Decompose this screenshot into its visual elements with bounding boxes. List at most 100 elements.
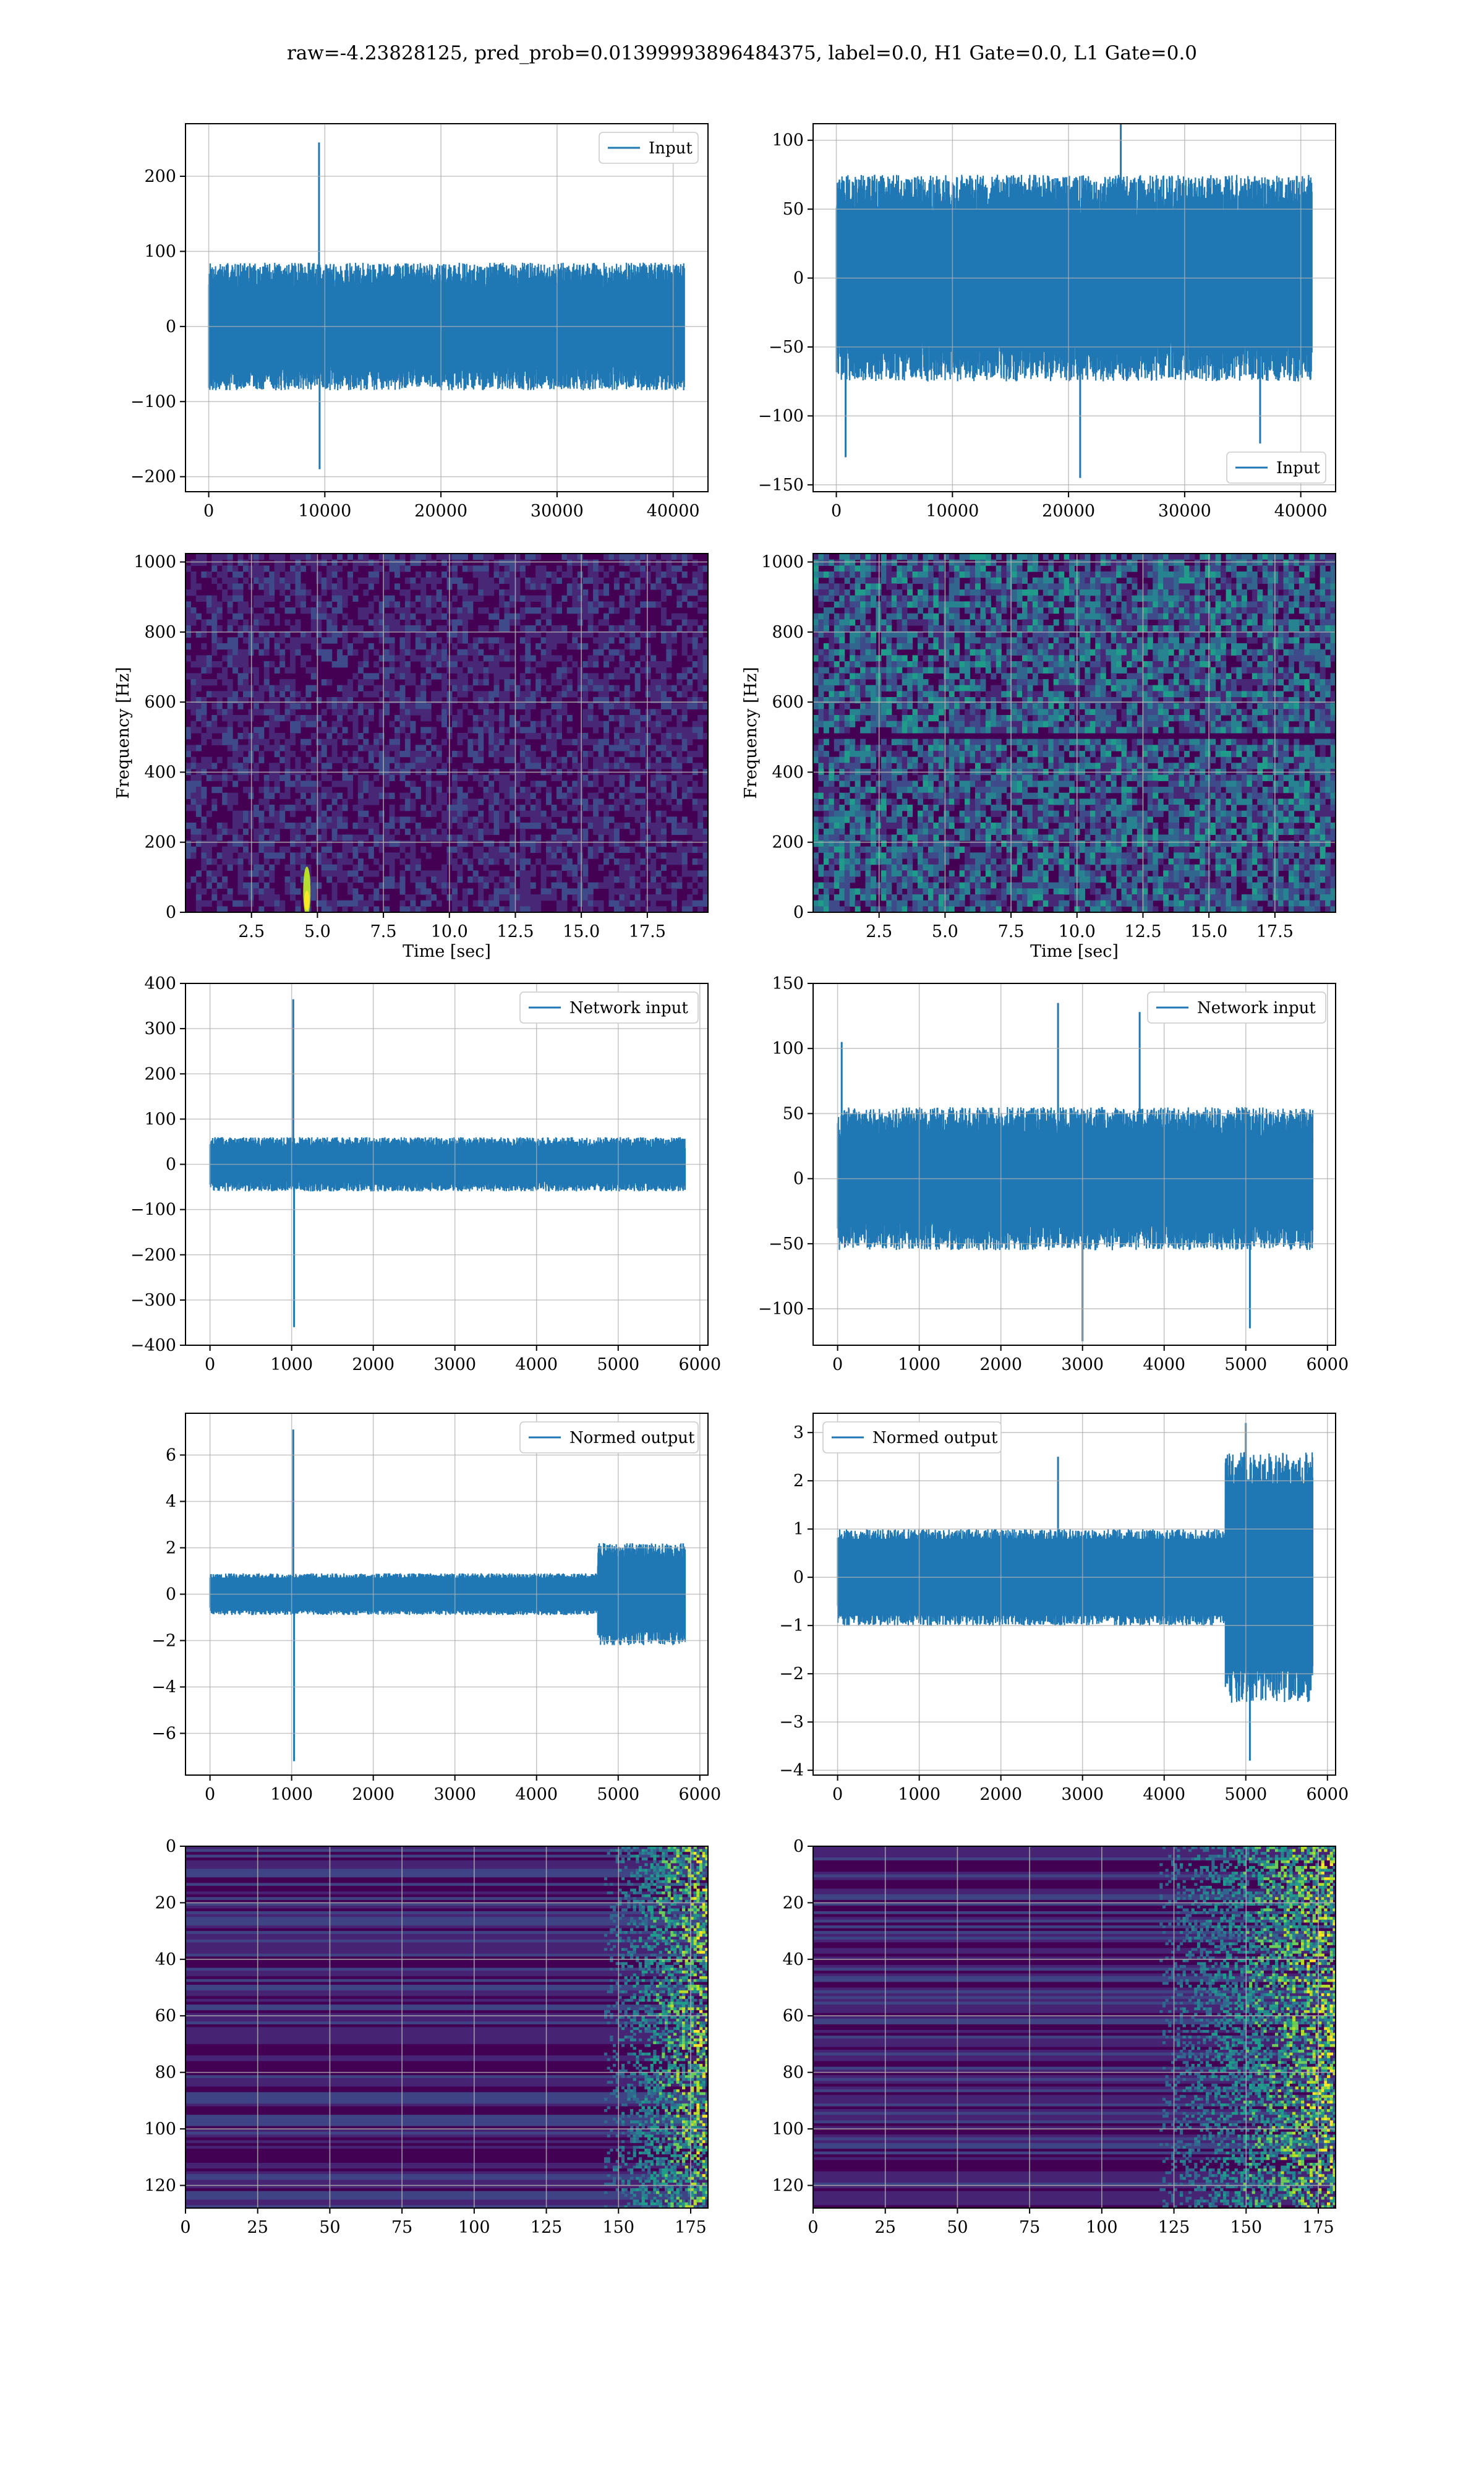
heatmap-cell — [342, 900, 348, 907]
heatmap-cell — [389, 643, 395, 650]
heatmap-cell — [954, 595, 960, 602]
heatmap-cell — [608, 745, 615, 751]
heatmap-cell — [933, 876, 939, 883]
heatmap-cell — [253, 697, 259, 704]
heatmap-cell — [681, 816, 688, 823]
heatmap-cell — [242, 756, 249, 763]
heatmap-cell — [954, 721, 960, 727]
heatmap-cell — [582, 685, 589, 691]
heatmap-cell — [965, 738, 971, 745]
heatmap-cell — [410, 906, 416, 912]
heatmap-cell — [634, 589, 641, 596]
heatmap-cell — [897, 625, 903, 632]
heatmap-cell — [431, 595, 437, 602]
heatmap-cell — [352, 900, 359, 907]
heatmap-cell — [918, 715, 924, 722]
heatmap-cell — [399, 858, 406, 865]
heatmap-cell — [253, 703, 259, 709]
heatmap-cell — [420, 709, 427, 716]
heatmap-cell — [384, 781, 390, 787]
heatmap-cell — [813, 655, 819, 662]
heatmap-cell — [860, 703, 866, 709]
heatmap-cell — [499, 643, 505, 650]
heatmap-cell — [681, 823, 688, 829]
heatmap-cell — [504, 559, 510, 566]
heatmap-cell — [420, 554, 427, 560]
heatmap-cell — [650, 876, 657, 883]
heatmap-cell — [640, 823, 646, 829]
heatmap-cell — [357, 613, 364, 620]
heatmap-cell — [420, 870, 427, 877]
heatmap-cell — [629, 625, 636, 632]
heatmap-cell — [258, 697, 265, 704]
heatmap-cell — [839, 625, 845, 632]
heatmap-cell — [687, 625, 693, 632]
heatmap-cell — [965, 781, 971, 787]
heatmap-cell — [860, 846, 866, 853]
heatmap-cell — [420, 733, 427, 740]
heatmap-cell — [923, 834, 929, 841]
heatmap-cell — [321, 709, 327, 716]
heatmap-cell — [933, 637, 939, 644]
heatmap-cell — [608, 852, 615, 859]
heatmap-cell — [472, 774, 479, 781]
heatmap-cell — [860, 727, 866, 734]
heatmap-cell — [954, 709, 960, 716]
heatmap-cell — [305, 637, 312, 644]
heatmap-cell — [342, 805, 348, 811]
heatmap-cell — [378, 565, 385, 572]
heatmap-cell — [436, 745, 442, 751]
heatmap-cell — [818, 554, 824, 560]
heatmap-cell — [927, 823, 934, 829]
heatmap-cell — [326, 841, 333, 847]
heatmap-cell — [593, 649, 599, 656]
heatmap-cell — [598, 745, 604, 751]
heatmap-cell — [619, 846, 625, 853]
heatmap-cell — [363, 810, 369, 817]
heatmap-cell — [676, 625, 683, 632]
heatmap-cell — [195, 882, 202, 889]
heatmap-cell — [687, 870, 693, 877]
heatmap-cell — [666, 798, 672, 805]
heatmap-cell — [253, 565, 259, 572]
legend-label: Input — [1276, 459, 1320, 477]
heatmap-cell — [274, 554, 280, 560]
heatmap-cell — [681, 619, 688, 626]
heatmap-cell — [216, 691, 223, 698]
heatmap-cell — [404, 709, 411, 716]
heatmap-cell — [457, 559, 463, 566]
heatmap-cell — [284, 864, 291, 871]
heatmap-cell — [608, 751, 615, 758]
heatmap-cell — [300, 834, 306, 841]
heatmap-cell — [467, 667, 474, 674]
heatmap-cell — [608, 673, 615, 680]
heatmap-cell — [697, 810, 704, 817]
heatmap-cell — [829, 649, 835, 656]
heatmap-cell — [227, 858, 233, 865]
heatmap-cell — [839, 810, 845, 817]
heatmap-cell — [467, 643, 474, 650]
heatmap-cell — [195, 906, 202, 912]
heatmap-cell — [467, 613, 474, 620]
heatmap-cell — [818, 673, 824, 680]
heatmap-cell — [551, 643, 557, 650]
heatmap-cell — [457, 798, 463, 805]
heatmap-cell — [237, 625, 244, 632]
heatmap-cell — [530, 864, 536, 871]
heatmap-cell — [655, 787, 662, 794]
heatmap-cell — [316, 852, 322, 859]
heatmap-cell — [834, 870, 840, 877]
heatmap-cell — [389, 882, 395, 889]
heatmap-cell — [865, 589, 871, 596]
heatmap-cell — [886, 906, 892, 912]
heatmap-cell — [666, 894, 672, 901]
heatmap-cell — [441, 655, 448, 662]
heatmap-cell — [378, 721, 385, 727]
heatmap-cell — [923, 888, 929, 895]
heatmap-cell — [195, 834, 202, 841]
heatmap-cell — [347, 649, 353, 656]
heatmap-cell — [561, 792, 568, 799]
heatmap-cell — [954, 751, 960, 758]
heatmap-cell — [965, 882, 971, 889]
heatmap-cell — [436, 589, 442, 596]
